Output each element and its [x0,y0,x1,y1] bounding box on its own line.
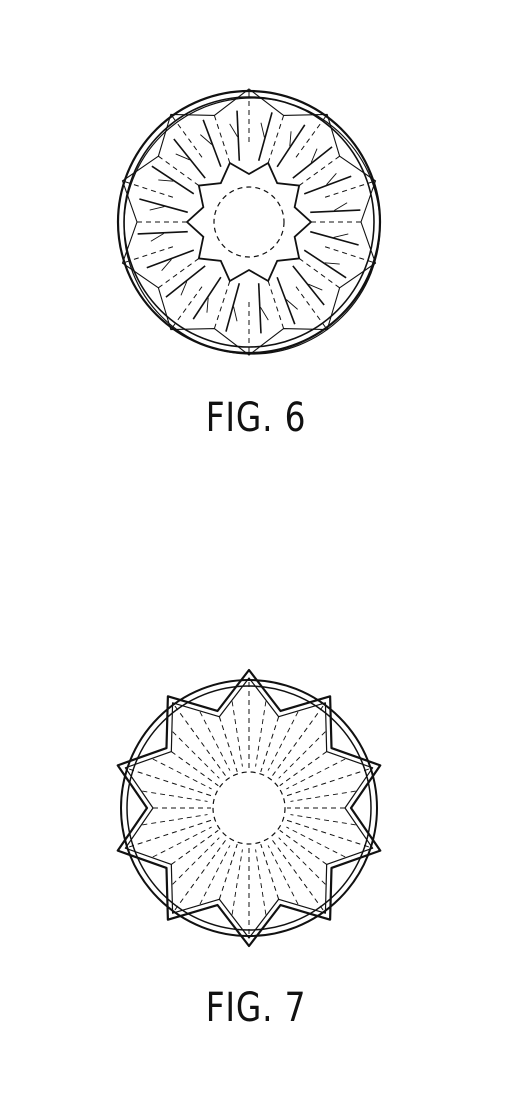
flute-hatch-line [207,298,208,313]
flute-dashed-line [142,815,207,825]
inner-rim-circle [124,97,374,347]
flute-dashed-line [279,838,326,885]
flute-dashed-line [200,845,230,904]
flute-dashed-line [173,838,220,885]
flute-dashed-line [268,712,298,771]
pleat-dashed-line [267,277,284,328]
flute-dashed-line [256,701,266,766]
pleat-dashed-line [296,287,325,327]
pleat-dashed-line [214,115,231,166]
flute-hatch-line [230,124,238,137]
flute-solid-line [310,232,358,245]
figure-7-caption: FIG. 7 [46,985,466,1031]
pleat-dashed-line [261,844,279,899]
pleat-dashed-line [125,182,173,197]
pleat-dashed-line [261,717,279,772]
center-dashed-circle [213,772,285,844]
flute-hatch-line [150,207,165,210]
figure-7-svg [106,668,406,948]
flute-solid-line [166,266,205,297]
flute-hatch-line [334,203,347,211]
flute-solid-line [277,125,305,167]
flute-dashed-line [290,791,355,801]
flute-dashed-line [268,845,298,904]
flute-dashed-line [173,732,220,779]
figure-7-drawing [0,668,512,948]
figure-6-caption: FIG. 6 [46,395,466,441]
flute-dashed-line [142,791,207,801]
pleat-dashed-line [325,247,373,262]
flute-hatch-line [334,234,349,237]
flute-dashed-line [232,701,242,766]
flute-solid-line [293,147,332,178]
flute-hatch-line [290,131,291,146]
flute-solid-line [139,199,187,212]
flute-solid-line [174,139,205,178]
flute-solid-line [304,250,346,278]
flute-hatch-line [261,123,264,138]
pleat-dashed-line [158,156,202,188]
flute-dashed-line [256,849,266,914]
pleat-dashed-line [219,717,237,772]
flute-hatch-line [325,263,340,264]
flute-solid-line [193,277,221,319]
figure-6-svg [106,82,406,362]
pleat-dashed-line [173,287,202,327]
flute-hatch-line [261,307,269,320]
flute-solid-line [152,166,194,194]
center-dashed-circle [214,187,284,257]
flute-hatch-line [234,307,237,322]
flute-solid-line [226,283,239,331]
flute-dashed-line [290,815,355,825]
flute-solid-line [293,266,324,305]
flute-hatch-line [158,180,173,181]
flute-dashed-line [279,732,326,779]
pleat-dashed-line [219,844,237,899]
flute-dashed-line [200,712,230,771]
flute-hatch-line [151,234,164,242]
figure-6-drawing [0,82,512,362]
pleat-dashed-line [296,117,325,157]
pleat-dashed-line [296,256,340,288]
inner-star-outline [187,163,311,281]
flute-solid-line [259,112,272,160]
flute-dashed-line [232,849,242,914]
